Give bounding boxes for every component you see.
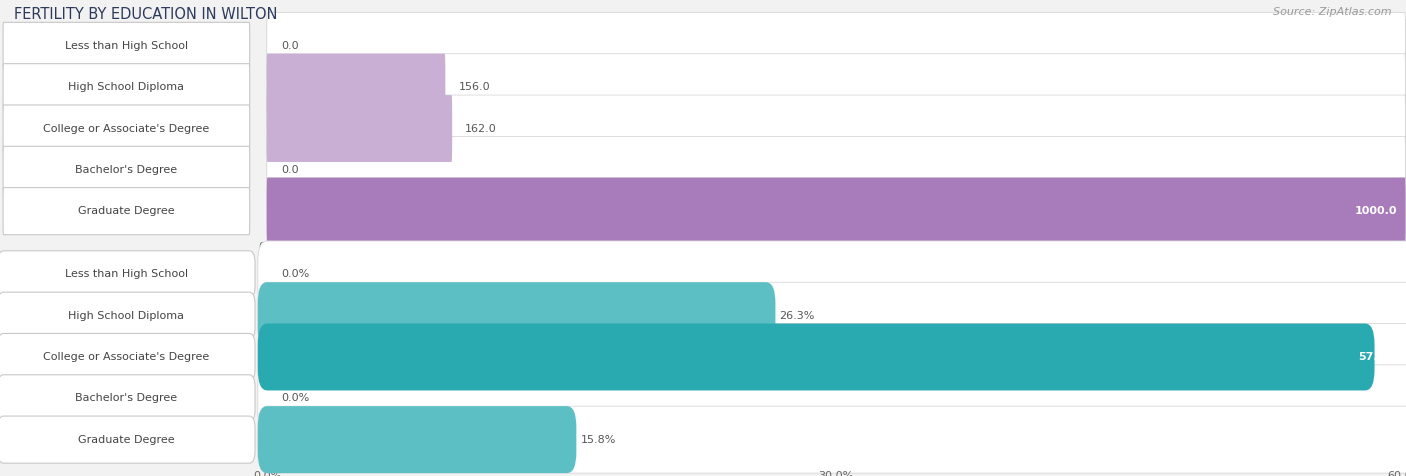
Text: Bachelor's Degree: Bachelor's Degree <box>76 393 177 403</box>
FancyBboxPatch shape <box>267 178 1406 245</box>
FancyBboxPatch shape <box>257 282 776 349</box>
Text: 15.8%: 15.8% <box>581 435 616 445</box>
FancyBboxPatch shape <box>0 334 254 380</box>
FancyBboxPatch shape <box>257 324 1375 390</box>
FancyBboxPatch shape <box>267 54 446 121</box>
FancyBboxPatch shape <box>267 95 1406 162</box>
FancyBboxPatch shape <box>3 22 250 69</box>
FancyBboxPatch shape <box>257 324 1406 390</box>
FancyBboxPatch shape <box>257 406 576 473</box>
Text: 26.3%: 26.3% <box>779 311 815 321</box>
FancyBboxPatch shape <box>257 406 1406 473</box>
FancyBboxPatch shape <box>257 282 1406 349</box>
FancyBboxPatch shape <box>267 136 1406 203</box>
FancyBboxPatch shape <box>267 54 1406 121</box>
Text: High School Diploma: High School Diploma <box>69 311 184 321</box>
Text: 57.9%: 57.9% <box>1358 352 1398 362</box>
Text: Less than High School: Less than High School <box>65 41 188 51</box>
FancyBboxPatch shape <box>0 292 254 339</box>
FancyBboxPatch shape <box>267 12 1406 79</box>
FancyBboxPatch shape <box>3 146 250 193</box>
Text: 0.0%: 0.0% <box>281 393 309 403</box>
FancyBboxPatch shape <box>257 241 1406 308</box>
Text: College or Associate's Degree: College or Associate's Degree <box>44 123 209 134</box>
Text: College or Associate's Degree: College or Associate's Degree <box>44 352 209 362</box>
Text: High School Diploma: High School Diploma <box>69 82 184 92</box>
Text: Source: ZipAtlas.com: Source: ZipAtlas.com <box>1274 7 1392 17</box>
FancyBboxPatch shape <box>0 416 254 463</box>
Text: Graduate Degree: Graduate Degree <box>79 435 174 445</box>
FancyBboxPatch shape <box>267 95 453 162</box>
Text: Bachelor's Degree: Bachelor's Degree <box>76 165 177 175</box>
Text: 0.0: 0.0 <box>281 41 298 51</box>
Text: FERTILITY BY EDUCATION IN WILTON: FERTILITY BY EDUCATION IN WILTON <box>14 7 277 22</box>
FancyBboxPatch shape <box>3 105 250 152</box>
FancyBboxPatch shape <box>257 365 1406 432</box>
Text: 156.0: 156.0 <box>458 82 491 92</box>
FancyBboxPatch shape <box>3 188 250 235</box>
Text: 0.0: 0.0 <box>281 165 298 175</box>
Text: Less than High School: Less than High School <box>65 269 188 279</box>
FancyBboxPatch shape <box>267 178 1406 245</box>
FancyBboxPatch shape <box>3 64 250 111</box>
Text: 1000.0: 1000.0 <box>1354 206 1398 216</box>
FancyBboxPatch shape <box>0 375 254 422</box>
Text: Graduate Degree: Graduate Degree <box>79 206 174 216</box>
Text: 162.0: 162.0 <box>465 123 496 134</box>
FancyBboxPatch shape <box>0 251 254 298</box>
Text: 0.0%: 0.0% <box>281 269 309 279</box>
